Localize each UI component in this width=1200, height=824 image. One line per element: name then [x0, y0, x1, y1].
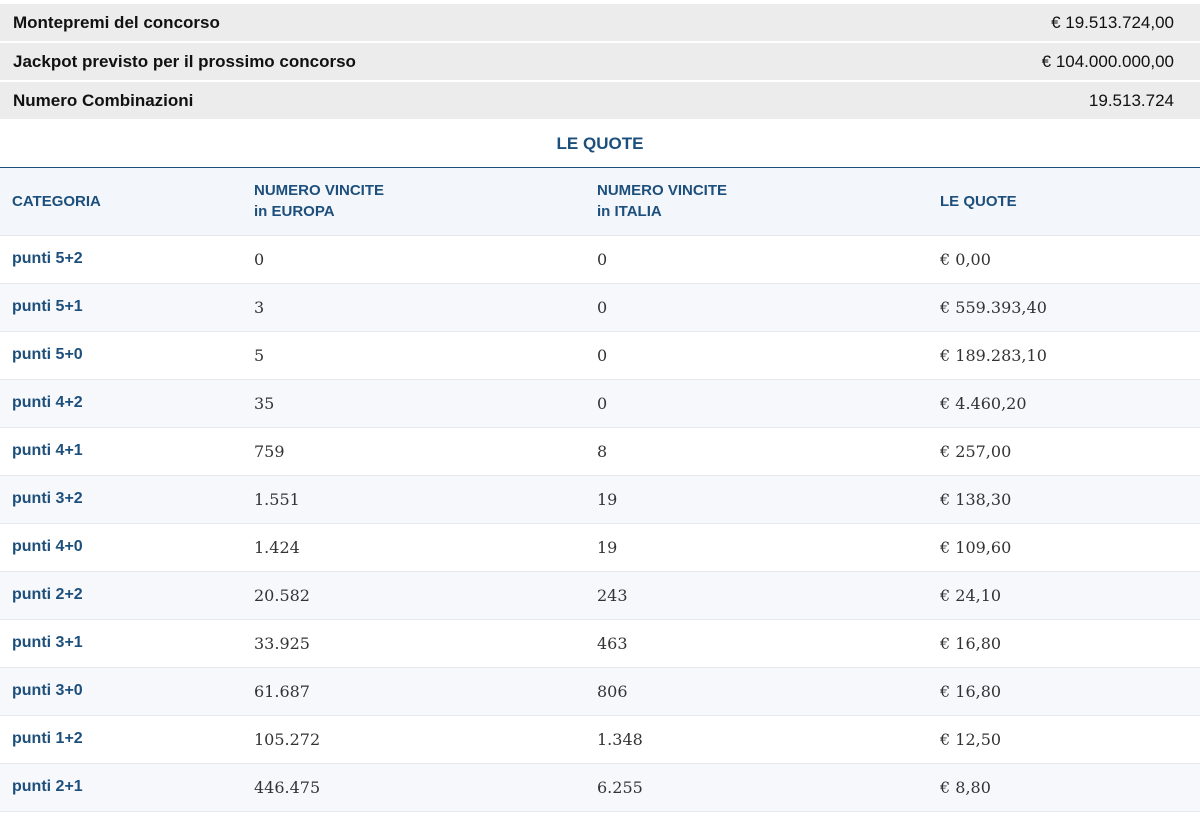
cell-categoria: punti 5+0: [12, 346, 83, 363]
table-row: punti 5+2 0 0 € 0,00: [0, 235, 1200, 283]
cell-europa: 35: [254, 393, 275, 413]
summary-value: € 19.513.724,00: [1051, 12, 1174, 32]
header-italia-line2: in ITALIA: [597, 203, 662, 221]
cell-categoria: punti 5+2: [12, 250, 83, 267]
cell-quota: € 4.460,20: [940, 393, 1027, 413]
table-row: punti 5+0 5 0 € 189.283,10: [0, 331, 1200, 379]
summary-value: € 104.000.000,00: [1041, 51, 1174, 71]
cell-europa: 61.687: [254, 681, 310, 701]
cell-italia: 463: [597, 633, 628, 653]
table-row: punti 5+1 3 0 € 559.393,40: [0, 283, 1200, 331]
cell-europa: 1.424: [254, 537, 300, 557]
table-row: punti 2+2 20.582 243 € 24,10: [0, 571, 1200, 619]
cell-categoria: punti 2+1: [12, 778, 83, 795]
cell-italia: 19: [597, 537, 618, 557]
cell-europa: 5: [254, 345, 265, 365]
summary-label: Numero Combinazioni: [13, 90, 194, 110]
summary-label: Montepremi del concorso: [13, 12, 220, 32]
cell-italia: 0: [597, 297, 608, 317]
cell-italia: 806: [597, 681, 628, 701]
cell-categoria: punti 5+1: [12, 298, 83, 315]
summary-value: 19.513.724: [1088, 90, 1174, 110]
cell-italia: 0: [597, 345, 608, 365]
summary-section: Montepremi del concorso € 19.513.724,00 …: [0, 4, 1200, 119]
cell-europa: 20.582: [254, 585, 310, 605]
cell-quota: € 24,10: [940, 585, 1002, 605]
cell-categoria: punti 3+2: [12, 490, 83, 507]
cell-quota: € 138,30: [940, 489, 1012, 509]
summary-label: Jackpot previsto per il prossimo concors…: [13, 51, 356, 71]
cell-quota: € 16,80: [940, 681, 1002, 701]
header-europa-line2: in EUROPA: [254, 203, 335, 221]
cell-categoria: punti 2+2: [12, 586, 83, 603]
table-header: CATEGORIA NUMERO VINCITE in EUROPA NUMER…: [0, 168, 1200, 236]
cell-categoria: punti 4+2: [12, 394, 83, 411]
header-italia-line1: NUMERO VINCITE: [597, 182, 728, 200]
cell-quota: € 8,80: [940, 777, 991, 797]
header-quote-label: LE QUOTE: [940, 192, 1017, 210]
table-row: punti 2+1 446.475 6.255 € 8,80: [0, 763, 1200, 811]
summary-row-montepremi: Montepremi del concorso € 19.513.724,00: [0, 4, 1200, 41]
cell-italia: 1.348: [597, 729, 643, 749]
cell-categoria: punti 1+2: [12, 730, 83, 747]
cell-europa: 0: [254, 249, 265, 269]
header-europa-line1: NUMERO VINCITE: [254, 182, 385, 200]
header-categoria: CATEGORIA: [0, 168, 242, 236]
table-row: punti 4+0 1.424 19 € 109,60: [0, 523, 1200, 571]
header-italia: NUMERO VINCITE in ITALIA: [585, 168, 928, 236]
section-title: LE QUOTE: [0, 121, 1200, 168]
cell-quota: € 16,80: [940, 633, 1002, 653]
table-row: punti 3+2 1.551 19 € 138,30: [0, 475, 1200, 523]
cell-europa: 446.475: [254, 777, 321, 797]
header-europa: NUMERO VINCITE in EUROPA: [242, 168, 585, 236]
table-row: punti 3+0 61.687 806 € 16,80: [0, 667, 1200, 715]
cell-quota: € 559.393,40: [940, 297, 1047, 317]
quote-table: CATEGORIA NUMERO VINCITE in EUROPA NUMER…: [0, 168, 1200, 812]
cell-europa: 759: [254, 441, 285, 461]
cell-quota: € 189.283,10: [940, 345, 1047, 365]
cell-quota: € 109,60: [940, 537, 1012, 557]
cell-quota: € 0,00: [940, 249, 991, 269]
header-categoria-label: CATEGORIA: [12, 192, 101, 210]
cell-categoria: punti 4+0: [12, 538, 83, 555]
cell-italia: 8: [597, 441, 608, 461]
cell-quota: € 12,50: [940, 729, 1002, 749]
header-quote: LE QUOTE: [928, 168, 1200, 236]
table-row: punti 1+2 105.272 1.348 € 12,50: [0, 715, 1200, 763]
cell-italia: 6.255: [597, 777, 643, 797]
cell-europa: 33.925: [254, 633, 310, 653]
cell-europa: 105.272: [254, 729, 321, 749]
header-row: CATEGORIA NUMERO VINCITE in EUROPA NUMER…: [0, 168, 1200, 236]
table-row: punti 3+1 33.925 463 € 16,80: [0, 619, 1200, 667]
table-row: punti 4+2 35 0 € 4.460,20: [0, 379, 1200, 427]
summary-row-jackpot: Jackpot previsto per il prossimo concors…: [0, 43, 1200, 80]
table-body: punti 5+2 0 0 € 0,00 punti 5+1 3 0 € 559…: [0, 235, 1200, 811]
table-row: punti 4+1 759 8 € 257,00: [0, 427, 1200, 475]
summary-row-combinazioni: Numero Combinazioni 19.513.724: [0, 82, 1200, 119]
cell-italia: 0: [597, 393, 608, 413]
cell-europa: 3: [254, 297, 265, 317]
cell-quota: € 257,00: [940, 441, 1012, 461]
cell-europa: 1.551: [254, 489, 300, 509]
cell-italia: 243: [597, 585, 628, 605]
cell-categoria: punti 3+0: [12, 682, 83, 699]
cell-categoria: punti 3+1: [12, 634, 83, 651]
cell-italia: 19: [597, 489, 618, 509]
cell-categoria: punti 4+1: [12, 442, 83, 459]
cell-italia: 0: [597, 249, 608, 269]
